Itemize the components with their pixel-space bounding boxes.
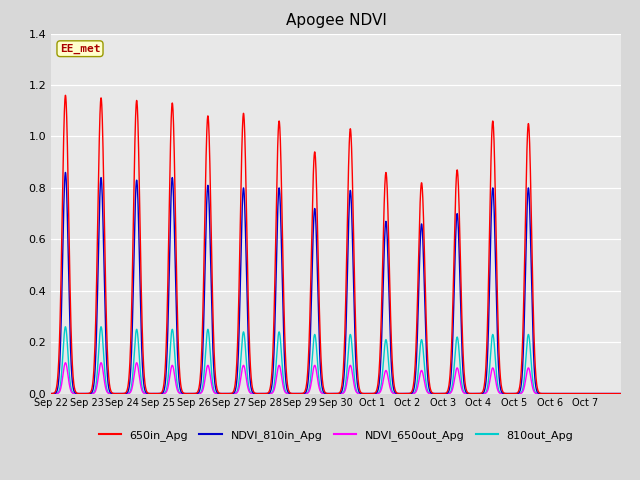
- Text: EE_met: EE_met: [60, 44, 100, 54]
- 650in_Apg: [611, 391, 618, 396]
- NDVI_810in_Apg: [496, 380, 504, 386]
- 810out_Apg: [611, 391, 618, 396]
- 650in_Apg: [47, 391, 55, 396]
- 650in_Apg: [617, 391, 625, 396]
- Legend: 650in_Apg, NDVI_810in_Apg, NDVI_650out_Apg, 810out_Apg: 650in_Apg, NDVI_810in_Apg, NDVI_650out_A…: [94, 426, 578, 445]
- 810out_Apg: [410, 391, 417, 396]
- NDVI_650out_Apg: [530, 388, 538, 394]
- NDVI_810in_Apg: [164, 321, 172, 326]
- NDVI_650out_Apg: [47, 391, 55, 396]
- 650in_Apg: [61, 93, 69, 98]
- 650in_Apg: [410, 384, 417, 389]
- NDVI_810in_Apg: [47, 391, 55, 396]
- 810out_Apg: [164, 376, 172, 382]
- NDVI_810in_Apg: [460, 374, 467, 380]
- Line: NDVI_650out_Apg: NDVI_650out_Apg: [51, 363, 621, 394]
- 810out_Apg: [530, 385, 538, 391]
- NDVI_650out_Apg: [611, 391, 618, 396]
- 810out_Apg: [61, 324, 69, 330]
- 650in_Apg: [460, 357, 467, 363]
- NDVI_650out_Apg: [61, 360, 69, 366]
- NDVI_810in_Apg: [410, 388, 417, 394]
- 810out_Apg: [496, 389, 504, 395]
- 810out_Apg: [460, 388, 467, 394]
- 650in_Apg: [496, 365, 504, 371]
- NDVI_650out_Apg: [617, 391, 625, 396]
- Line: 810out_Apg: 810out_Apg: [51, 327, 621, 394]
- Line: 650in_Apg: 650in_Apg: [51, 96, 621, 394]
- Line: NDVI_810in_Apg: NDVI_810in_Apg: [51, 172, 621, 394]
- 650in_Apg: [530, 329, 538, 335]
- Title: Apogee NDVI: Apogee NDVI: [285, 13, 387, 28]
- NDVI_810in_Apg: [617, 391, 625, 396]
- NDVI_650out_Apg: [496, 390, 504, 396]
- 650in_Apg: [164, 271, 172, 277]
- NDVI_810in_Apg: [530, 359, 538, 365]
- 810out_Apg: [47, 391, 55, 396]
- 810out_Apg: [617, 391, 625, 396]
- NDVI_650out_Apg: [164, 384, 172, 390]
- NDVI_650out_Apg: [410, 391, 417, 396]
- NDVI_650out_Apg: [460, 390, 467, 396]
- NDVI_810in_Apg: [61, 169, 69, 175]
- NDVI_810in_Apg: [611, 391, 618, 396]
